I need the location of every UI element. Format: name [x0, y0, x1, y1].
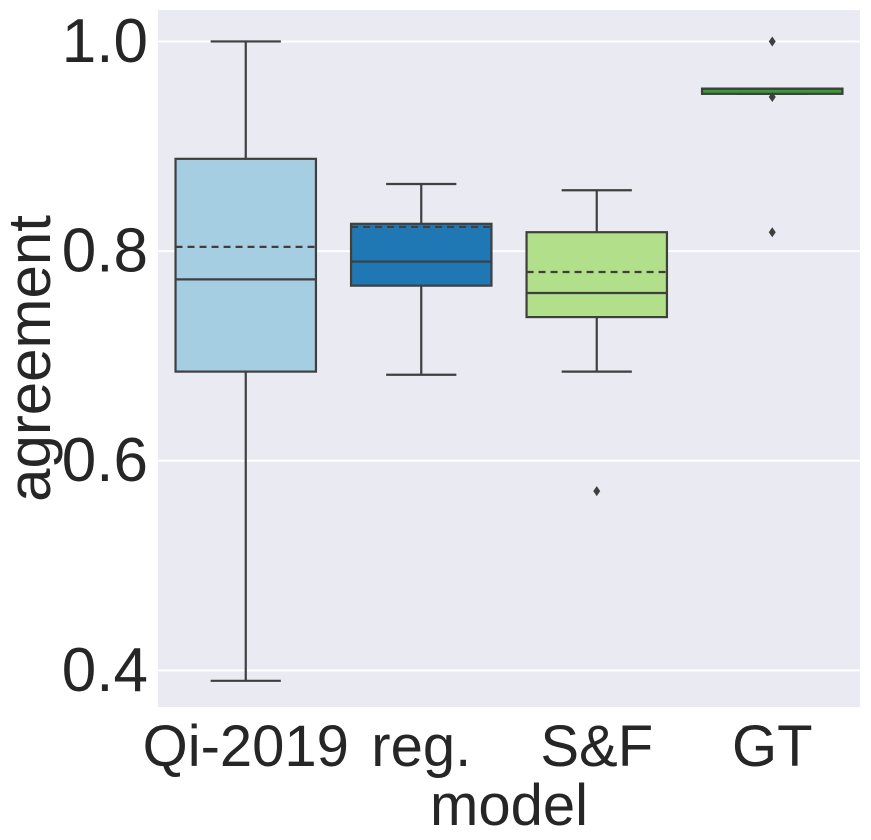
- y-axis-label: agreement: [0, 215, 63, 502]
- box-group: [525, 189, 669, 497]
- x-tick-label: Qi-2019: [143, 714, 349, 779]
- box-body: [525, 231, 669, 319]
- box-group: [174, 40, 318, 682]
- x-tick-label: S&F: [540, 714, 653, 779]
- x-tick-label: GT: [732, 714, 813, 779]
- y-tick-label: 1.0: [62, 7, 148, 76]
- y-tick-label: 0.6: [62, 426, 148, 495]
- box-body: [174, 157, 318, 373]
- x-axis-label: model: [430, 773, 588, 838]
- box-body: [349, 222, 493, 287]
- outlier-point: [768, 91, 776, 102]
- x-tick-labels: Qi-2019 reg. S&F GT: [143, 714, 813, 779]
- x-tick-label: reg.: [371, 714, 471, 779]
- y-tick-label: 0.8: [62, 217, 148, 286]
- outlier-point: [593, 486, 601, 497]
- y-tick-label: 0.4: [62, 636, 148, 705]
- box-group: [700, 36, 844, 238]
- box-group: [349, 182, 493, 376]
- outlier-point: [768, 36, 776, 47]
- outlier-point: [768, 227, 776, 238]
- y-tick-labels: 0.4 0.6 0.8 1.0: [62, 7, 148, 705]
- boxes: [174, 36, 844, 682]
